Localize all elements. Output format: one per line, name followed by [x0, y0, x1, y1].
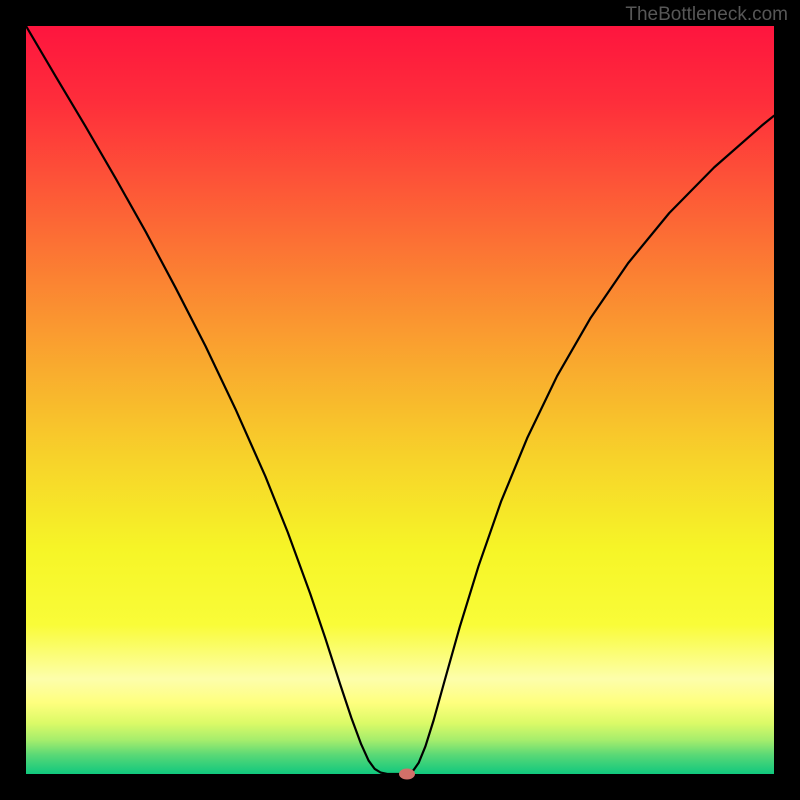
watermark-text: TheBottleneck.com — [625, 4, 788, 26]
bottleneck-curve — [26, 26, 774, 774]
minimum-marker — [399, 769, 415, 780]
curve-path — [26, 26, 774, 774]
chart-frame: TheBottleneck.com — [0, 0, 800, 800]
plot-area — [26, 26, 774, 774]
